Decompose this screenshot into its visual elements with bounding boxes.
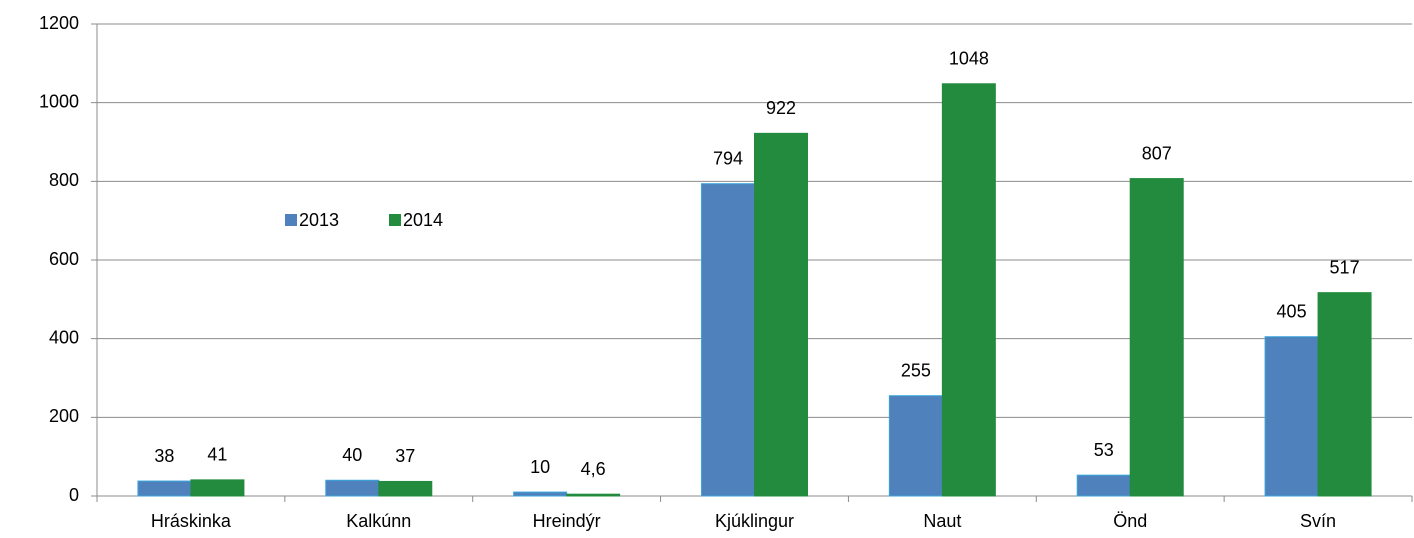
x-tick-label: Svín [1300, 511, 1336, 531]
bar [325, 479, 380, 497]
value-label: 40 [342, 445, 362, 465]
bar [701, 183, 755, 497]
bar [888, 395, 943, 497]
x-tick-label: Kalkúnn [346, 511, 411, 531]
value-label: 41 [207, 445, 227, 465]
value-label: 10 [530, 457, 550, 477]
y-tick-label: 600 [49, 249, 79, 269]
value-label: 4,6 [581, 459, 606, 479]
value-label: 405 [1277, 301, 1307, 321]
legend-swatch [389, 214, 401, 226]
x-tick-label: Hráskinka [151, 511, 232, 531]
bar [137, 480, 192, 497]
bar [378, 480, 433, 497]
x-tick-label: Kjúklingur [715, 511, 794, 531]
bar [1076, 474, 1131, 497]
y-tick-label: 400 [49, 327, 79, 347]
y-tick-label: 800 [49, 170, 79, 190]
legend-swatch [285, 214, 297, 226]
x-tick-label: Hreindýr [533, 511, 601, 531]
value-label: 53 [1094, 440, 1114, 460]
value-label: 922 [766, 98, 796, 118]
y-tick-label: 1000 [39, 91, 79, 111]
value-label: 38 [154, 446, 174, 466]
bar [754, 132, 808, 497]
value-label: 794 [713, 148, 743, 168]
value-label: 37 [395, 446, 415, 466]
y-tick-label: 1200 [39, 13, 79, 33]
legend-label: 2013 [299, 210, 339, 230]
value-label: 807 [1142, 143, 1172, 163]
y-tick-label: 200 [49, 406, 79, 426]
value-label: 255 [901, 360, 931, 380]
value-label: 1048 [949, 49, 989, 69]
x-tick-label: Naut [923, 511, 961, 531]
bar [1317, 292, 1372, 497]
legend-label: 2014 [403, 210, 443, 230]
bar [1264, 336, 1319, 497]
bar [1129, 178, 1184, 497]
value-label: 517 [1330, 257, 1360, 277]
x-tick-label: Önd [1113, 511, 1147, 531]
bar [190, 479, 245, 497]
bar [566, 493, 621, 497]
bar [513, 491, 568, 497]
y-tick-label: 0 [69, 485, 79, 505]
bar [941, 83, 996, 497]
